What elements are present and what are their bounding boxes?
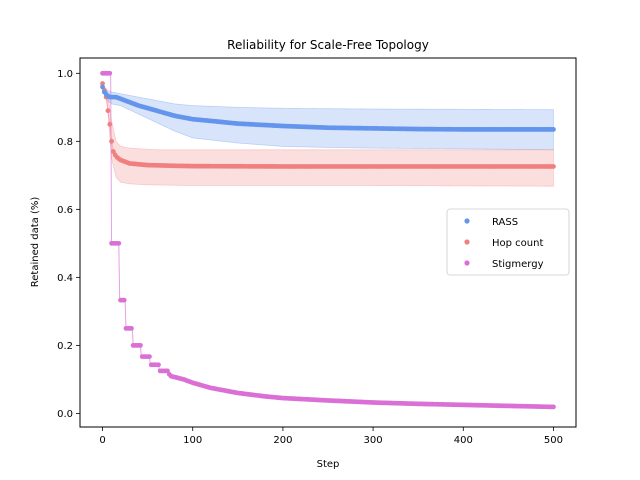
stigmergy-point [138, 342, 143, 348]
hop-count-point [107, 121, 113, 127]
x-tick-label: 100 [183, 435, 202, 446]
rass-point [100, 84, 105, 90]
x-axis-label: Step [317, 459, 340, 470]
plot-area [100, 70, 556, 410]
hop-count-point [105, 108, 111, 114]
legend-marker-stigmergy [464, 260, 470, 266]
stigmergy-point [121, 297, 127, 303]
x-tick-label: 500 [544, 435, 563, 446]
stigmergy-points [100, 70, 556, 410]
stigmergy-point [107, 70, 113, 76]
stigmergy-point [129, 325, 134, 331]
legend-box [446, 208, 570, 276]
y-tick-label: 0.8 [57, 137, 73, 148]
y-axis-label: Retained data (%) [30, 197, 41, 288]
hop-count-points [100, 81, 556, 169]
x-axis-ticks: 0 100 200 300 400 500 [99, 427, 563, 446]
hop-count-point [109, 138, 114, 144]
hop-count-point [551, 164, 556, 169]
legend-item-stigmergy: Stigmergy [464, 259, 544, 270]
legend-item-hop-count: Hop count [464, 238, 543, 249]
x-tick-label: 200 [273, 435, 292, 446]
stigmergy-point [147, 354, 152, 359]
y-tick-label: 1.0 [57, 69, 73, 80]
y-axis-ticks: 0.0 0.2 0.4 0.6 0.8 1.0 [57, 69, 80, 420]
legend-label-hop-count: Hop count [492, 238, 543, 249]
rass-points [100, 84, 556, 132]
y-tick-label: 0.4 [57, 273, 73, 284]
x-tick-label: 300 [364, 435, 383, 446]
y-tick-label: 0.6 [57, 205, 73, 216]
chart-title: Reliability for Scale-Free Topology [227, 38, 429, 52]
stigmergy-point [116, 240, 122, 246]
plot-frame [79, 57, 577, 428]
legend-marker-hop-count [464, 239, 470, 245]
y-tick-label: 0.2 [57, 341, 73, 352]
legend-label-stigmergy: Stigmergy [492, 259, 544, 270]
y-tick-label: 0.0 [57, 409, 73, 420]
rass-point [551, 127, 556, 132]
data-points [100, 70, 556, 410]
x-tick-label: 400 [454, 435, 473, 446]
stigmergy-point [156, 362, 161, 368]
stigmergy-point [551, 404, 556, 410]
legend: RASS Hop count Stigmergy [446, 208, 570, 276]
legend-marker-rass [464, 218, 470, 224]
legend-item-rass: RASS [464, 217, 518, 228]
hop-count-point [100, 81, 105, 86]
legend-label-rass: RASS [492, 217, 518, 228]
x-tick-label: 0 [99, 435, 105, 446]
